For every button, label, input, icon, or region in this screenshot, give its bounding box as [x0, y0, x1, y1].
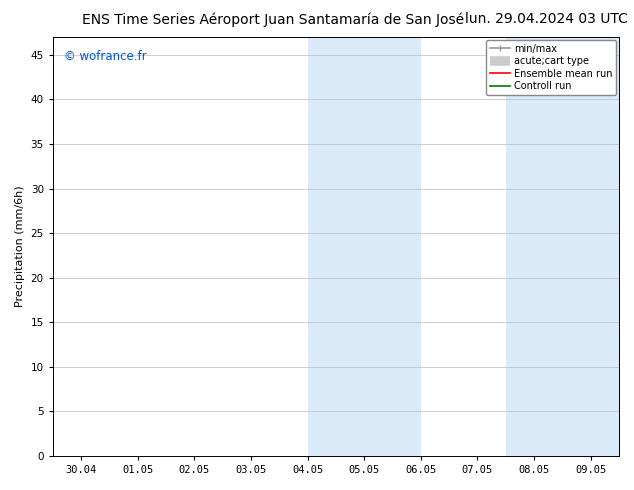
Text: lun. 29.04.2024 03 UTC: lun. 29.04.2024 03 UTC [465, 12, 628, 26]
Text: ENS Time Series Aéroport Juan Santamaría de San José: ENS Time Series Aéroport Juan Santamaría… [82, 12, 465, 27]
Legend: min/max, acute;cart type, Ensemble mean run, Controll run: min/max, acute;cart type, Ensemble mean … [486, 40, 616, 95]
Bar [364, 37, 421, 456]
Bar [506, 37, 562, 456]
Bar [307, 37, 364, 456]
Text: © wofrance.fr: © wofrance.fr [64, 49, 147, 63]
Y-axis label: Precipitation (mm/6h): Precipitation (mm/6h) [15, 186, 25, 307]
Bar [562, 37, 619, 456]
